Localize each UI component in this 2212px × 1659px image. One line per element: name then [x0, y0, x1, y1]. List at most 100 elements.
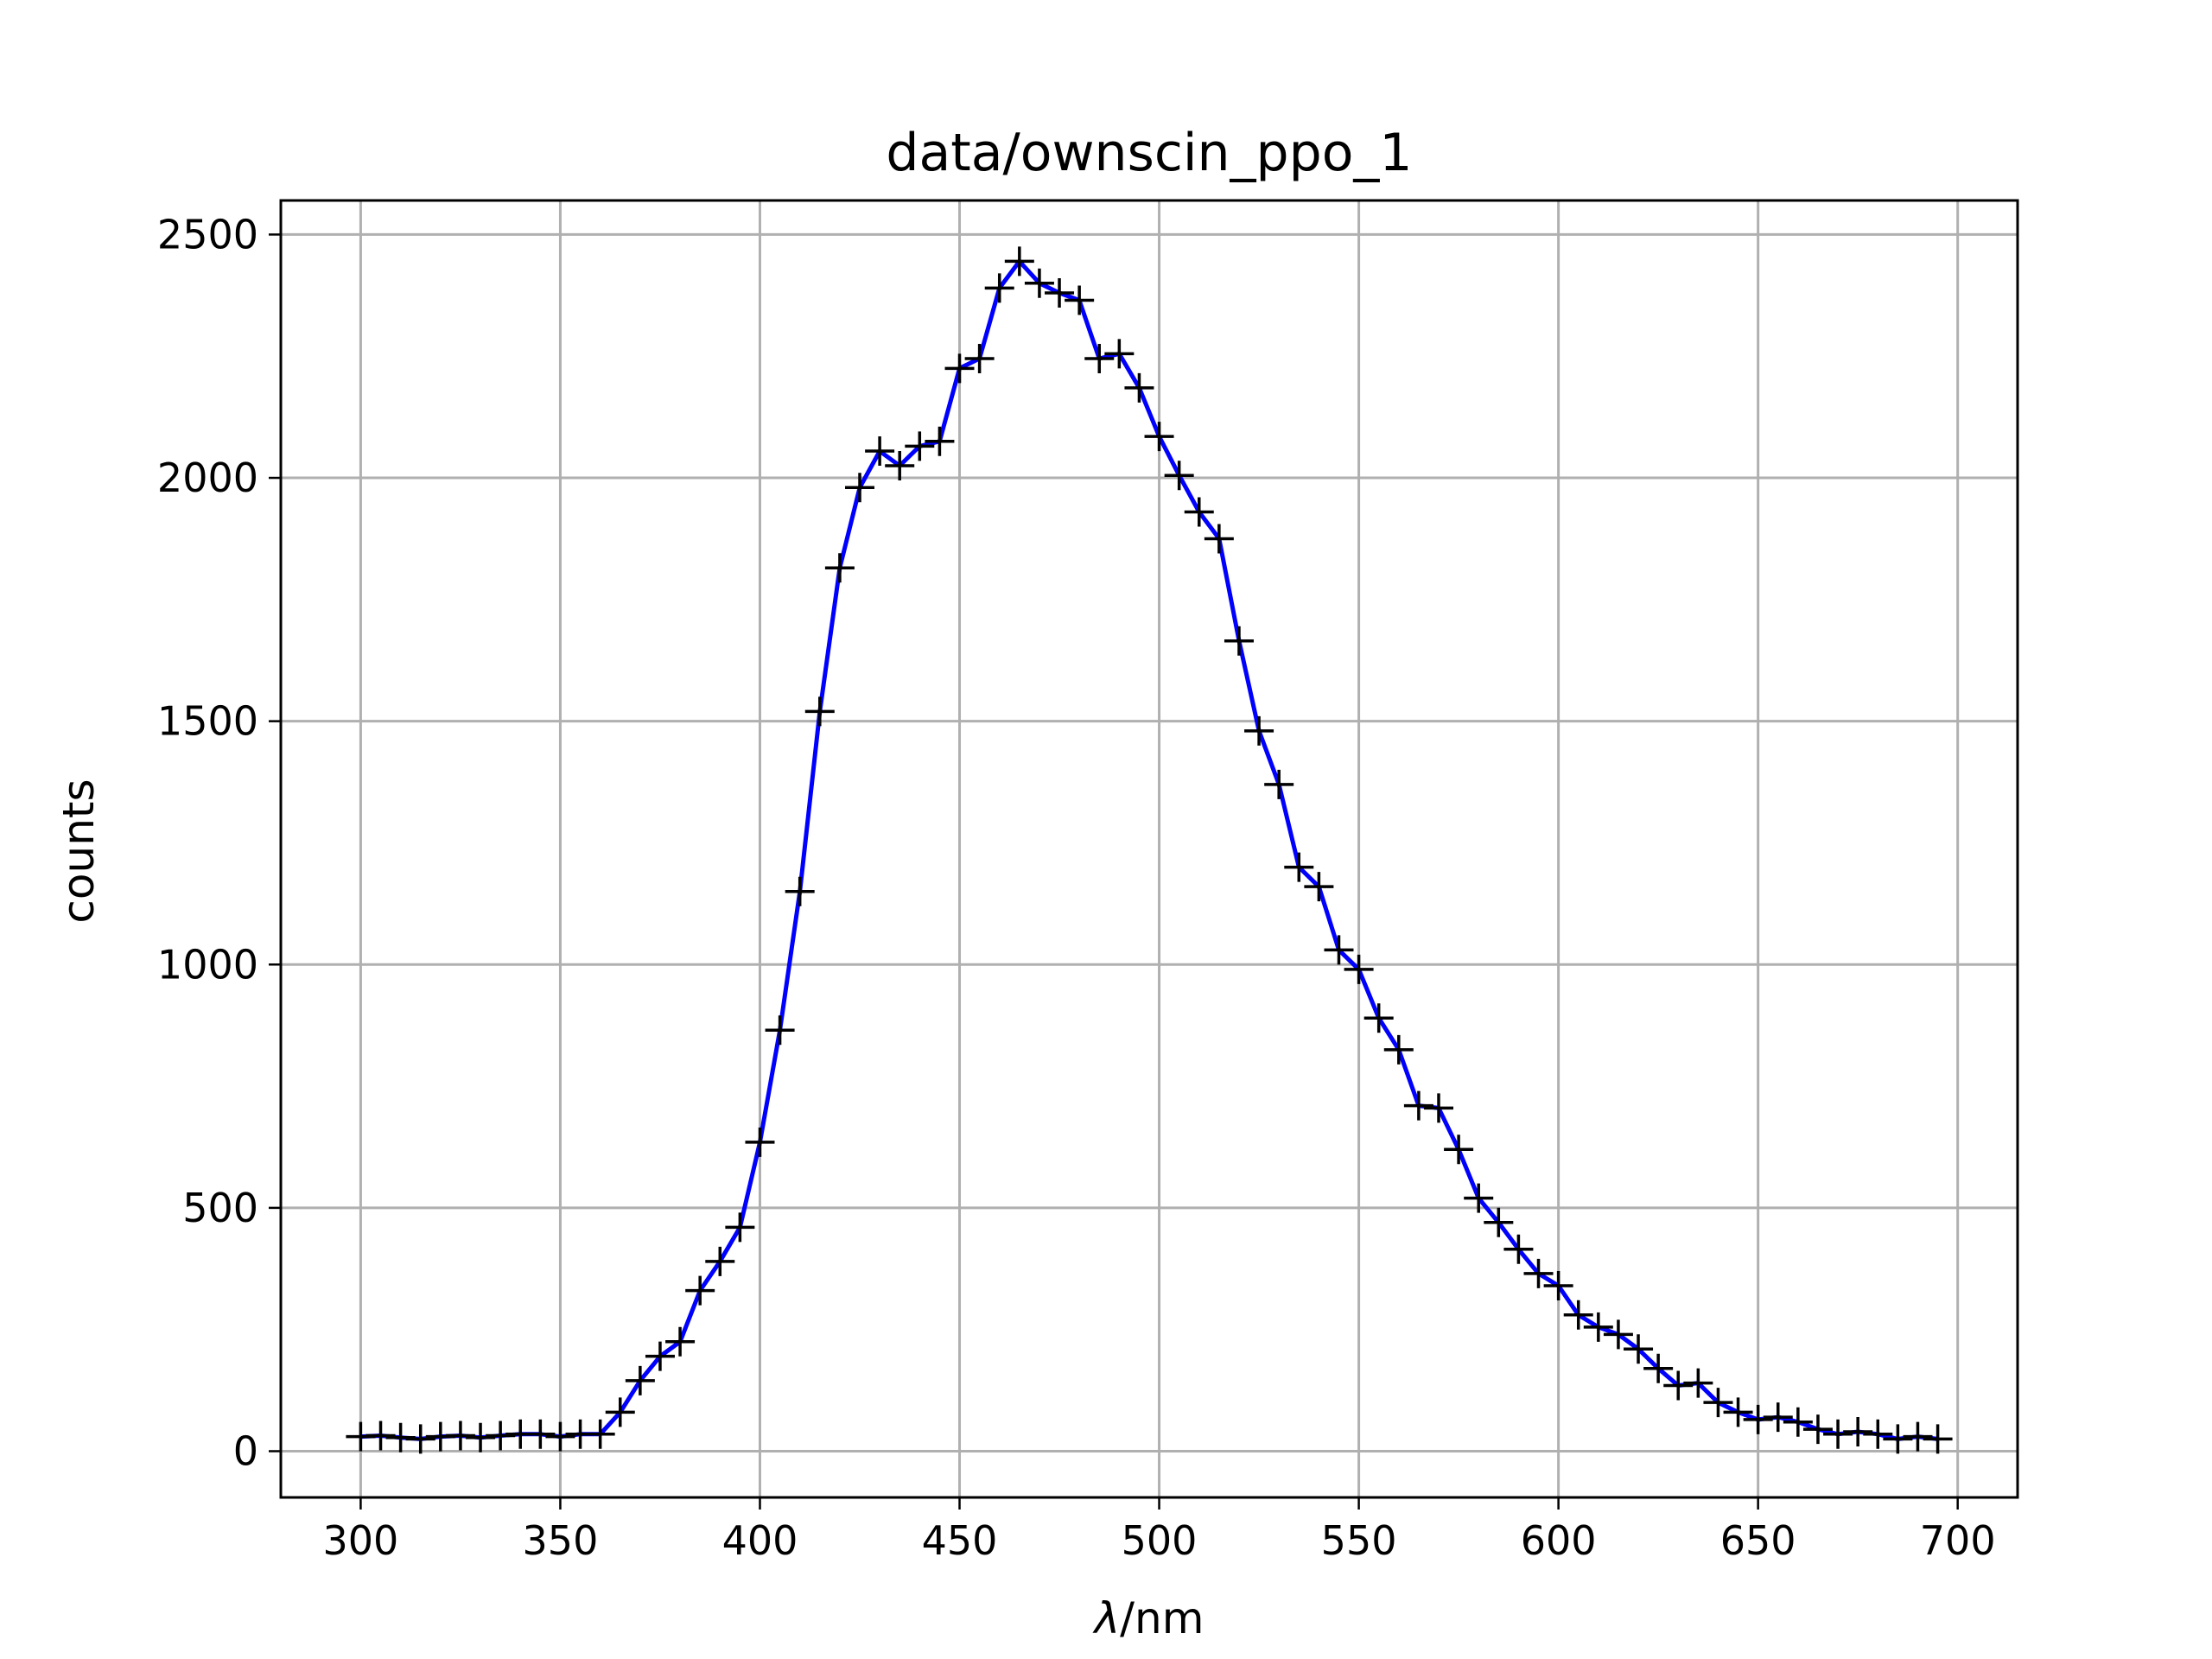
data-point-marker	[685, 1275, 715, 1306]
data-point-marker	[1164, 461, 1194, 491]
data-point-marker	[1484, 1207, 1514, 1237]
data-point-marker	[1144, 422, 1174, 452]
data-point-marker	[1324, 935, 1354, 965]
data-point-marker	[1503, 1234, 1534, 1264]
x-tick-label: 400	[722, 1517, 798, 1564]
x-axis-label-symbol: λ	[1092, 1593, 1121, 1643]
x-tick-label: 500	[1122, 1517, 1198, 1564]
data-point-marker	[1464, 1183, 1494, 1213]
data-point-marker	[1863, 1419, 1893, 1449]
data-point-marker	[964, 344, 995, 374]
data-point-marker	[625, 1365, 655, 1395]
x-axis-label-unit: /nm	[1120, 1593, 1204, 1643]
data-point-marker	[525, 1419, 556, 1449]
data-point-marker	[925, 426, 955, 456]
marker-layer	[346, 246, 1953, 1454]
data-point-marker	[804, 696, 835, 727]
data-point-marker	[745, 1127, 775, 1157]
data-point-marker	[1284, 852, 1314, 882]
data-point-marker	[1204, 524, 1234, 554]
data-point-marker	[1823, 1419, 1853, 1449]
x-tick-label: 700	[1920, 1517, 1996, 1564]
data-point-marker	[1843, 1416, 1873, 1446]
chart-title: data/ownscin_ppo_1	[886, 123, 1412, 183]
data-point-marker	[1643, 1353, 1674, 1383]
x-tick-label: 550	[1321, 1517, 1397, 1564]
data-point-marker	[1065, 285, 1095, 315]
data-point-marker	[765, 1015, 795, 1046]
data-point-marker	[1743, 1404, 1773, 1434]
data-point-marker	[1363, 1003, 1394, 1033]
series-layer	[360, 258, 1938, 1441]
data-point-marker	[1403, 1090, 1433, 1121]
y-tick-label: 2500	[157, 211, 258, 257]
y-tick-label: 2000	[157, 454, 258, 501]
data-point-marker	[1004, 246, 1034, 276]
data-point-marker	[665, 1326, 696, 1357]
data-point-marker	[1224, 626, 1254, 656]
data-point-marker	[865, 436, 895, 467]
data-point-marker	[605, 1397, 635, 1427]
data-point-marker	[445, 1421, 475, 1451]
data-point-marker	[545, 1421, 575, 1452]
data-point-marker	[705, 1246, 735, 1276]
data-point-marker	[1024, 268, 1054, 298]
x-tick-label: 300	[323, 1517, 399, 1564]
y-tick-label: 1500	[157, 698, 258, 745]
x-tick-label: 650	[1720, 1517, 1796, 1564]
data-point-marker	[1903, 1421, 1933, 1452]
x-tick-label: 350	[523, 1517, 599, 1564]
data-point-marker	[1663, 1370, 1694, 1401]
data-point-marker	[645, 1341, 675, 1371]
x-tick-label: 450	[922, 1517, 998, 1564]
y-tick-label: 1000	[157, 941, 258, 988]
x-tick-label: 600	[1521, 1517, 1597, 1564]
data-point-marker	[1683, 1368, 1713, 1398]
data-point-marker	[1703, 1388, 1733, 1418]
data-point-marker	[466, 1422, 496, 1452]
data-point-marker	[1603, 1319, 1633, 1350]
data-point-marker	[984, 273, 1014, 303]
data-point-marker	[1383, 1034, 1414, 1065]
data-point-marker	[1084, 344, 1115, 374]
tick-layer: 300 350 400 450 500 550 600 650 700 0 500 1000 1500 2…	[157, 211, 1996, 1564]
data-point-marker	[1444, 1135, 1474, 1165]
data-point-marker	[725, 1212, 755, 1243]
data-point-marker	[1543, 1271, 1573, 1300]
data-point-marker	[785, 876, 815, 906]
data-point-marker	[1124, 372, 1154, 403]
data-point-marker	[1424, 1093, 1453, 1123]
data-point-marker	[1184, 497, 1214, 527]
data-point-marker	[1523, 1258, 1554, 1288]
data-point-marker	[824, 553, 855, 583]
data-point-marker	[365, 1421, 396, 1451]
x-axis-label: λ/nm	[1092, 1593, 1205, 1643]
data-point-marker	[1883, 1424, 1913, 1454]
data-point-marker	[585, 1419, 615, 1449]
data-point-marker	[944, 353, 975, 384]
data-point-marker	[885, 450, 915, 480]
y-tick-label: 0	[233, 1427, 258, 1474]
data-point-marker	[1304, 872, 1334, 902]
data-point-marker	[905, 431, 935, 461]
data-point-marker	[1583, 1312, 1613, 1342]
data-point-marker	[1783, 1407, 1813, 1437]
data-point-marker	[845, 473, 874, 503]
data-point-marker	[1624, 1334, 1654, 1364]
data-point-marker	[1045, 278, 1075, 308]
data-point-marker	[1344, 954, 1374, 984]
data-point-marker	[1264, 769, 1294, 799]
data-point-marker	[1244, 715, 1274, 746]
grid	[281, 200, 2018, 1497]
data-point-marker	[1104, 339, 1135, 369]
data-point-marker	[405, 1424, 435, 1454]
plot-frame	[279, 199, 2019, 1499]
y-axis-label: counts	[54, 779, 104, 923]
data-point-marker	[1723, 1397, 1753, 1427]
series-line	[360, 258, 1938, 1441]
y-tick-label: 500	[182, 1185, 258, 1231]
data-point-marker	[1923, 1424, 1953, 1454]
data-point-marker	[1563, 1300, 1593, 1330]
